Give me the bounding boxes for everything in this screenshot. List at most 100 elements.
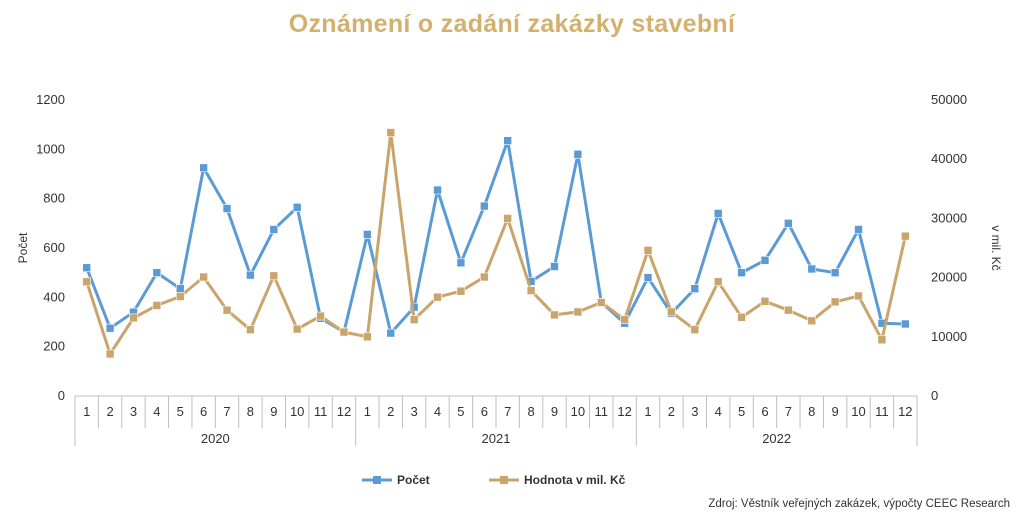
data-point-hodnota <box>129 313 138 323</box>
x-tick-label: 9 <box>270 404 277 419</box>
data-point-hodnota <box>784 305 793 315</box>
y-tick-label: 400 <box>43 289 65 304</box>
x-tick-label: 1 <box>644 404 651 419</box>
x-tick-label: 2 <box>106 404 113 419</box>
y-tick-label: 1200 <box>36 92 65 107</box>
y2-tick-label: 40000 <box>931 151 967 166</box>
x-tick-label: 9 <box>551 404 558 419</box>
y-tick-label: 0 <box>58 388 65 403</box>
x-tick-label: 11 <box>875 404 889 419</box>
data-point-pocet <box>480 201 489 211</box>
x-tick-label: 2 <box>668 404 675 419</box>
y-tick-label: 1000 <box>36 141 65 156</box>
x-tick-label: 5 <box>177 404 184 419</box>
data-point-hodnota <box>409 315 419 324</box>
data-point-hodnota <box>246 325 255 334</box>
x-tick-label: 7 <box>504 404 511 419</box>
data-point-hodnota <box>222 305 232 315</box>
data-point-hodnota <box>269 271 279 281</box>
data-point-hodnota <box>105 349 115 359</box>
data-point-hodnota <box>807 316 817 326</box>
x-tick-label: 4 <box>153 404 160 419</box>
data-point-hodnota <box>550 310 559 320</box>
x-tick-label: 6 <box>481 404 488 419</box>
x-tick-label: 2 <box>387 404 394 419</box>
data-point-pocet <box>690 284 700 294</box>
data-point-pocet <box>386 328 396 338</box>
data-point-pocet <box>550 262 559 271</box>
y2-tick-label: 10000 <box>931 329 967 344</box>
data-point-hodnota <box>573 307 583 317</box>
data-point-hodnota <box>737 312 746 322</box>
data-point-pocet <box>573 149 583 159</box>
y2-tick-label: 20000 <box>931 270 967 285</box>
data-point-pocet <box>854 225 863 234</box>
x-tick-label: 5 <box>738 404 745 419</box>
axes-group: 0 200 400 600 800 1000 1200 0 10000 20000 30000 400… <box>16 92 1003 446</box>
data-point-pocet <box>175 284 185 294</box>
data-point-pocet <box>222 204 232 213</box>
data-point-hodnota <box>690 325 700 334</box>
data-point-pocet <box>246 270 255 280</box>
data-point-hodnota <box>620 315 629 324</box>
data-point-hodnota <box>199 272 208 282</box>
data-point-pocet <box>830 268 840 277</box>
data-point-pocet <box>503 136 512 145</box>
x-tick-label: 4 <box>715 404 722 419</box>
data-point-hodnota <box>480 272 489 282</box>
data-point-pocet <box>760 256 770 265</box>
data-point-hodnota <box>339 327 349 337</box>
x-tick-label: 8 <box>527 404 534 419</box>
data-point-pocet <box>901 319 910 329</box>
x-tick-label: 12 <box>898 404 912 419</box>
series-group <box>82 128 910 359</box>
x-tick-label: 1 <box>83 404 90 419</box>
x-tick-label: 10 <box>290 404 304 419</box>
data-point-pocet <box>199 163 208 173</box>
x-tick-label: 7 <box>223 404 230 419</box>
data-point-hodnota <box>877 335 887 345</box>
data-point-pocet <box>713 209 723 218</box>
data-point-hodnota <box>152 301 162 310</box>
x-tick-label: 8 <box>808 404 815 419</box>
x-tick-label: 12 <box>617 404 631 419</box>
data-point-pocet <box>292 203 302 212</box>
data-point-pocet <box>152 268 162 277</box>
x-tick-label: 10 <box>571 404 585 419</box>
data-point-pocet <box>269 225 279 234</box>
x-tick-label: 5 <box>457 404 464 419</box>
x-tick-label: 6 <box>200 404 207 419</box>
y-tick-label: 800 <box>43 191 65 206</box>
data-point-hodnota <box>901 231 910 241</box>
x-tick-label: 8 <box>247 404 254 419</box>
x-tick-label: 10 <box>851 404 865 419</box>
y2-axis-title: v mil. Kč <box>989 225 1003 270</box>
legend-label: Počet <box>397 473 430 487</box>
legend-item-pocet: Počet <box>362 473 430 487</box>
source-note: Zdroj: Věstník veřejných zakázek, výpočt… <box>708 498 1010 510</box>
data-point-pocet <box>737 268 746 277</box>
data-point-pocet <box>82 263 91 273</box>
x-tick-label: 3 <box>130 404 137 419</box>
data-point-hodnota <box>503 214 512 223</box>
series-line-pocet <box>85 139 907 335</box>
legend-swatch-marker <box>373 476 381 484</box>
y-axis-title: Počet <box>16 232 30 263</box>
data-point-hodnota <box>175 292 185 301</box>
y2-tick-label: 30000 <box>931 210 967 225</box>
legend: Počet Hodnota v mil. Kč <box>362 473 626 487</box>
data-point-pocet <box>807 264 817 274</box>
data-point-hodnota <box>316 311 325 321</box>
legend-item-hodnota: Hodnota v mil. Kč <box>489 473 626 487</box>
year-label: 2022 <box>762 431 791 446</box>
data-point-hodnota <box>292 324 302 334</box>
x-tick-label: 3 <box>691 404 698 419</box>
data-point-pocet <box>433 185 442 195</box>
data-point-hodnota <box>526 286 536 295</box>
data-point-hodnota <box>386 128 396 137</box>
x-tick-label: 9 <box>832 404 839 419</box>
x-tick-label: 11 <box>314 404 328 419</box>
data-point-hodnota <box>456 286 466 296</box>
x-tick-label: 4 <box>434 404 441 419</box>
data-point-pocet <box>643 273 653 282</box>
